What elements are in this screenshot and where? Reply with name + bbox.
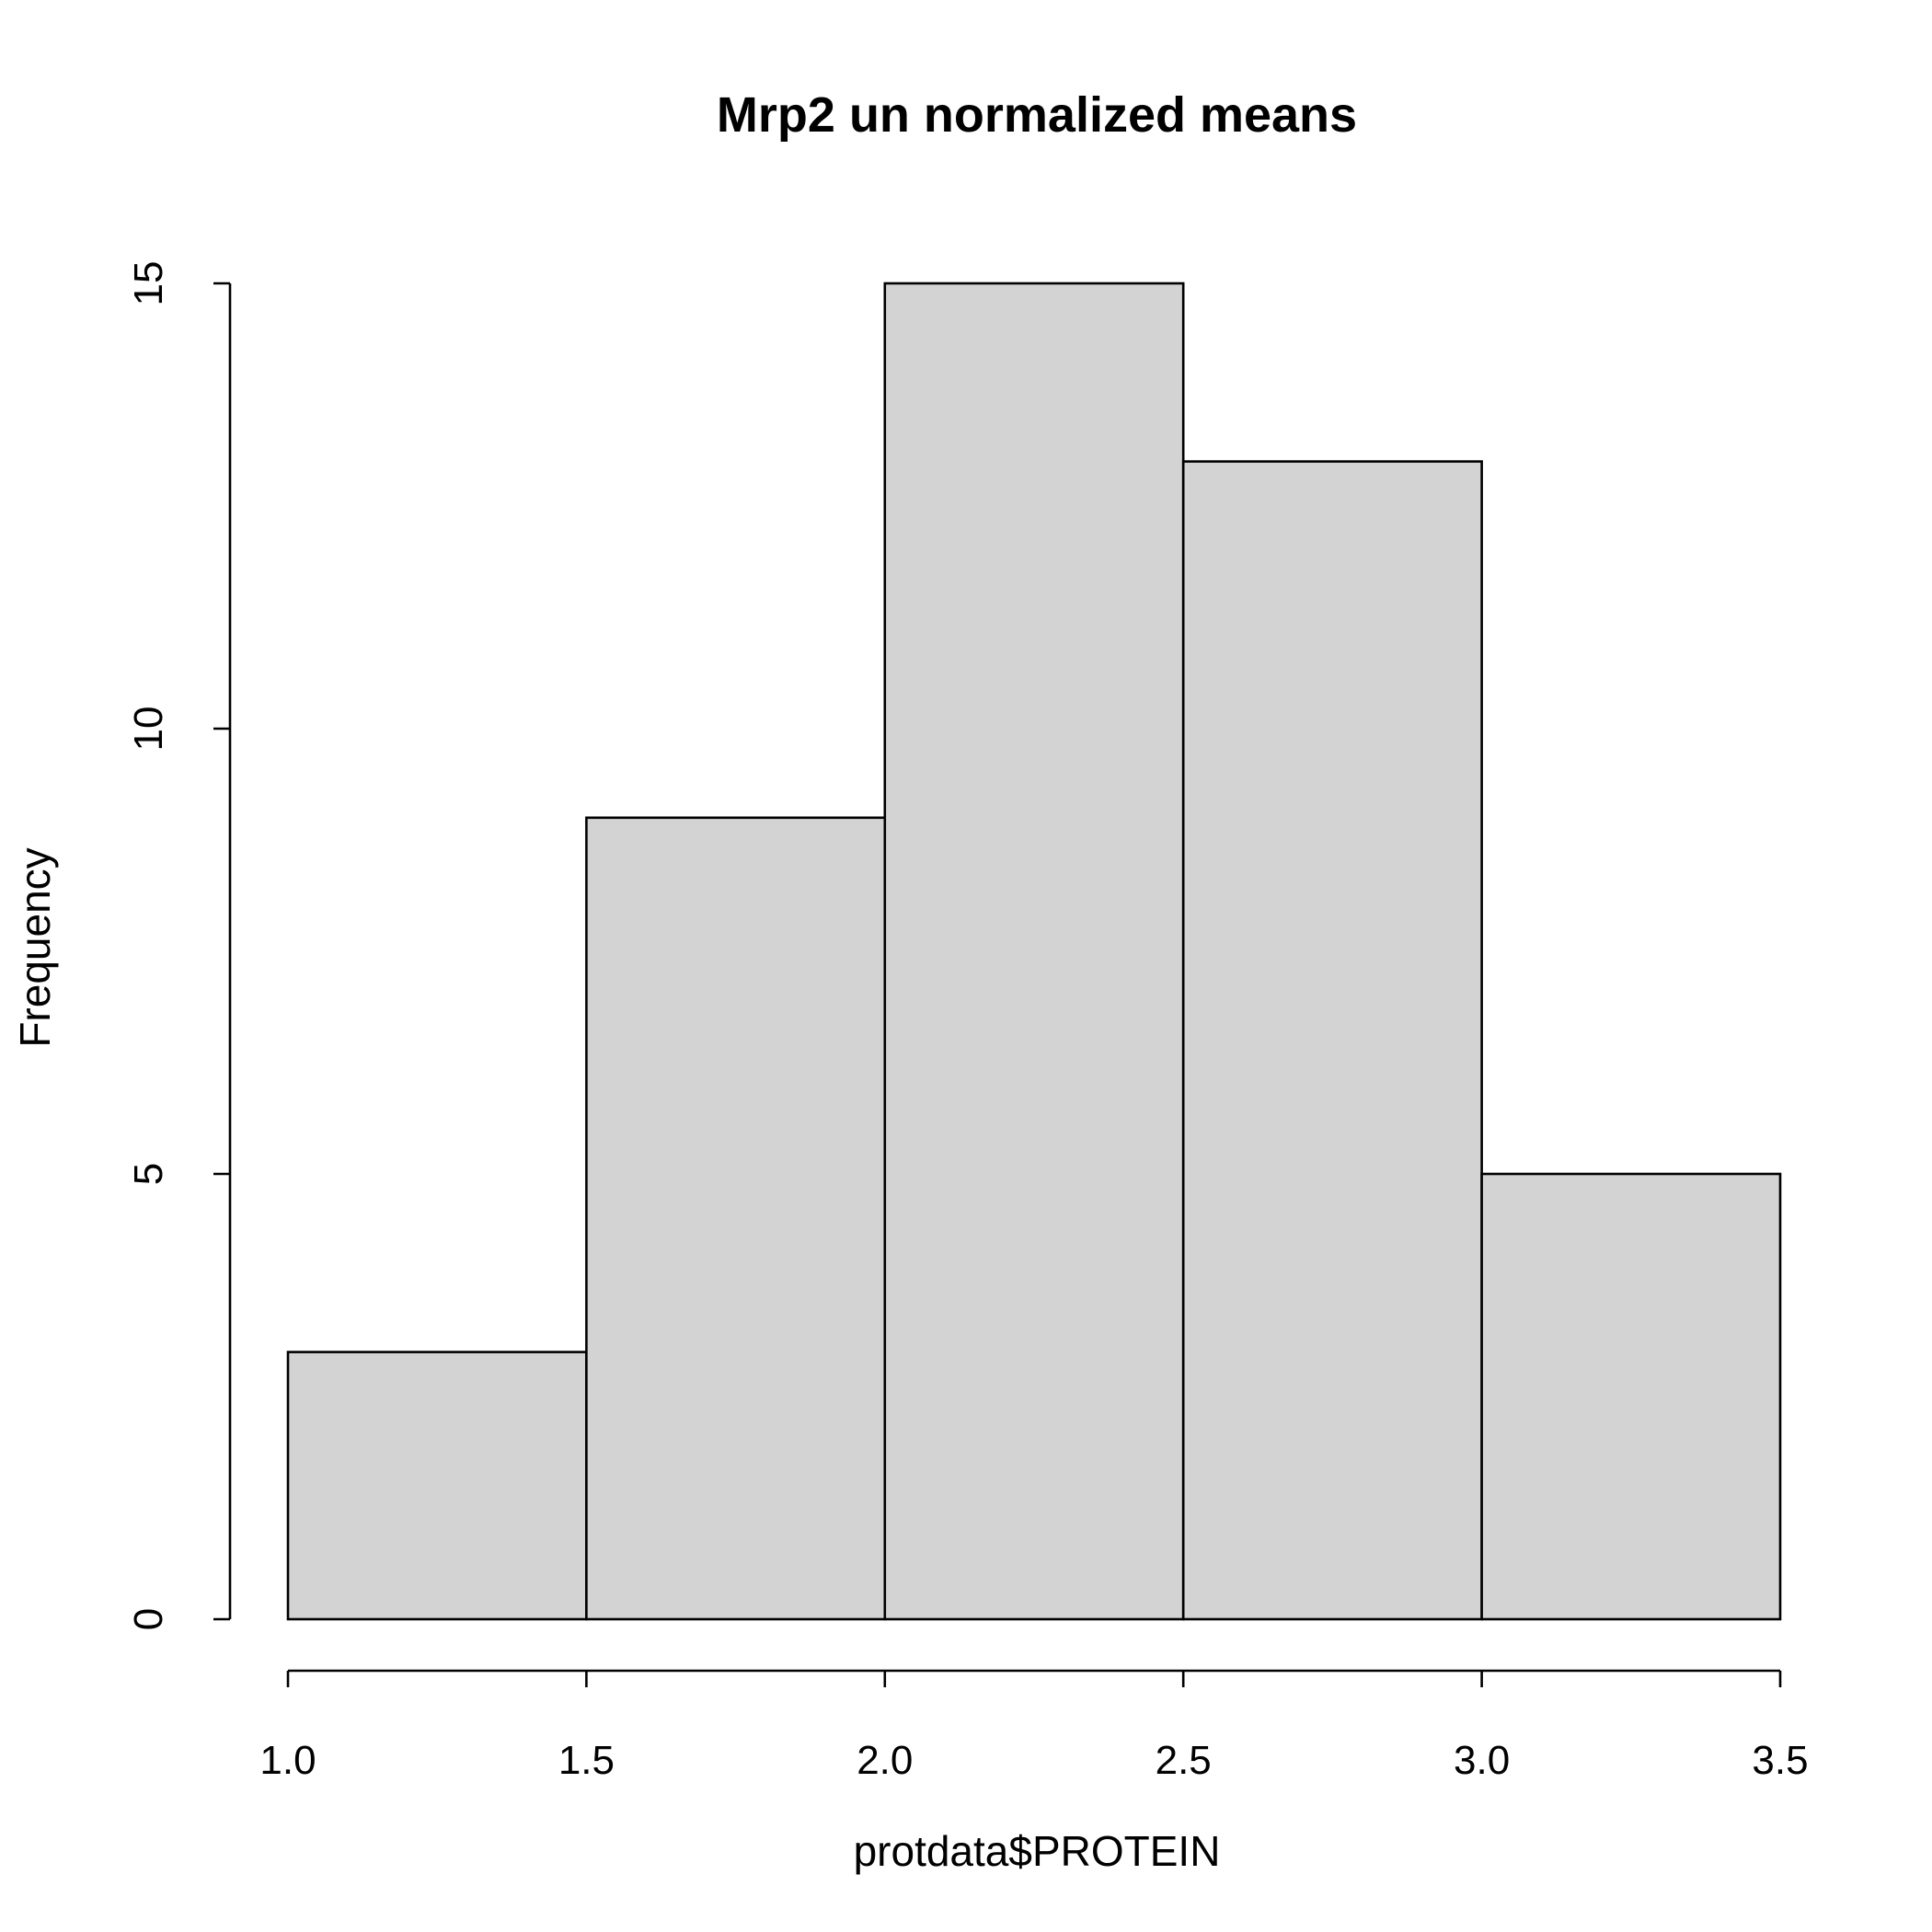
y-tick-label: 0 xyxy=(126,1608,171,1630)
y-tick-label: 15 xyxy=(126,261,171,306)
x-tick-label: 1.5 xyxy=(558,1738,615,1783)
histogram-bar xyxy=(585,816,887,1621)
x-tick-label: 3.0 xyxy=(1454,1738,1510,1783)
x-tick-label: 1.0 xyxy=(259,1738,316,1783)
histogram-bar xyxy=(1480,1172,1782,1621)
histogram-bar xyxy=(883,282,1185,1621)
histogram-bars xyxy=(286,282,1782,1621)
histogram-bar xyxy=(286,1351,588,1621)
y-tick-label: 10 xyxy=(126,707,171,752)
y-tick-label: 5 xyxy=(126,1163,171,1185)
y-axis-label: Frequency xyxy=(11,847,59,1047)
x-axis-label: protdata$PROTEIN xyxy=(854,1827,1221,1875)
x-axis: 1.0 1.5 2.0 2.5 3.0 3.5 xyxy=(259,1669,1809,1783)
chart-title: Mrp2 un normalized means xyxy=(717,87,1357,143)
y-axis: 0 5 10 15 xyxy=(126,261,232,1630)
x-tick-label: 2.5 xyxy=(1156,1738,1212,1783)
histogram-bar xyxy=(1181,460,1483,1621)
x-tick-label: 2.0 xyxy=(857,1738,913,1783)
x-tick-label: 3.5 xyxy=(1752,1738,1808,1783)
